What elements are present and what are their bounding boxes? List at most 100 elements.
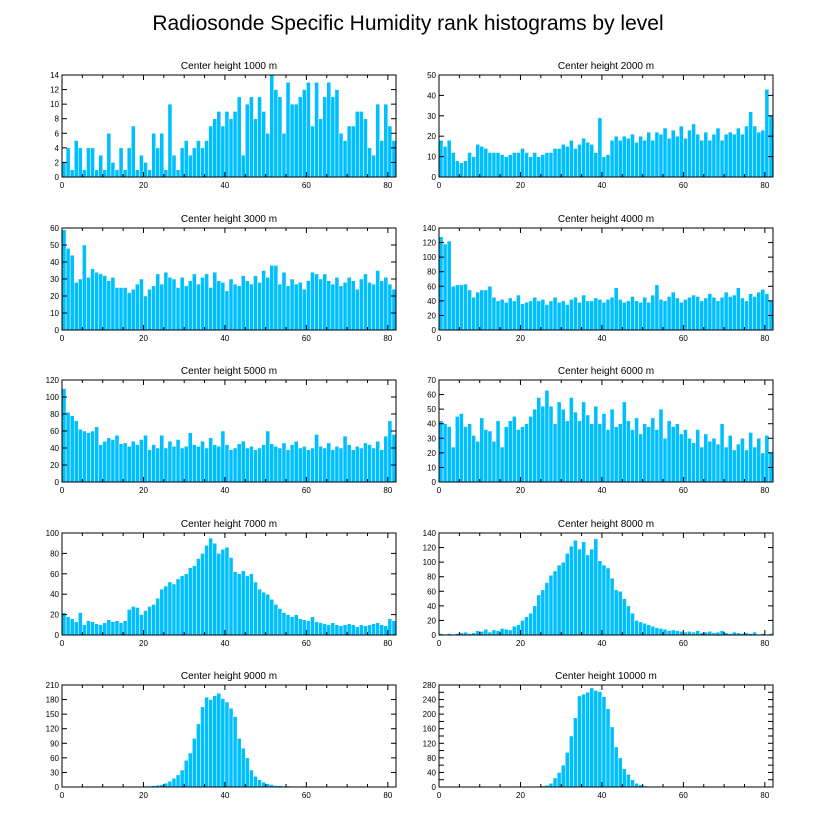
x-tick-label: 40 <box>220 334 229 343</box>
histogram-bar <box>455 416 460 483</box>
histogram-bar <box>346 125 352 178</box>
histogram-bar <box>257 588 262 636</box>
histogram-bar <box>98 154 103 178</box>
histogram-bar <box>630 133 635 178</box>
histogram-bar <box>183 760 189 788</box>
panel-title: Center height 1000 m <box>181 61 277 72</box>
histogram-bar <box>560 408 566 483</box>
x-tick-label: 20 <box>139 181 148 190</box>
histogram-bar <box>232 447 238 483</box>
histogram-bar <box>175 578 181 636</box>
histogram-bar <box>359 624 364 636</box>
histogram-bar <box>322 447 328 483</box>
histogram-bar <box>662 628 668 636</box>
histogram-bar <box>707 140 713 178</box>
histogram-bar <box>626 420 631 483</box>
histogram-bar <box>383 625 389 636</box>
histogram-bar <box>630 296 635 331</box>
histogram-bar <box>94 169 99 178</box>
histogram-bar <box>524 423 529 483</box>
histogram-bar <box>289 444 295 483</box>
histogram-bar <box>556 302 562 331</box>
histogram-bar <box>379 280 385 331</box>
histogram-bar <box>257 779 262 788</box>
histogram-bar <box>355 626 360 636</box>
histogram-bar <box>326 280 332 331</box>
histogram-bar <box>487 286 493 331</box>
histogram-bar <box>334 89 340 178</box>
histogram-bar <box>528 156 533 178</box>
histogram-bar <box>265 133 270 178</box>
y-tick-label: 0 <box>55 783 60 792</box>
histogram-bar <box>723 446 729 483</box>
histogram-bar <box>163 271 169 331</box>
histogram-bar <box>670 291 676 331</box>
histogram-bar <box>65 616 71 636</box>
histogram-bar <box>102 622 108 636</box>
histogram-bar <box>503 426 509 483</box>
histogram-bar <box>528 612 533 636</box>
histogram-bar <box>285 449 291 483</box>
histogram-bar <box>642 296 647 331</box>
histogram-bar <box>715 127 721 178</box>
histogram-bar <box>257 282 262 331</box>
histogram-bar <box>379 140 385 178</box>
histogram-bar <box>634 783 639 788</box>
histogram-bar <box>450 286 456 331</box>
histogram-bar <box>155 273 161 331</box>
histogram-bar <box>597 560 603 636</box>
histogram-bar <box>334 277 340 331</box>
histogram-bar <box>188 154 193 178</box>
histogram-bar <box>228 557 234 636</box>
histogram-bar <box>375 103 380 178</box>
histogram-bar <box>752 446 757 483</box>
histogram-bar <box>732 133 737 178</box>
x-tick-label: 60 <box>302 791 311 800</box>
histogram-bar <box>261 591 266 636</box>
histogram-bar <box>467 152 472 178</box>
histogram-bar <box>638 135 643 178</box>
histogram-bar <box>318 622 323 636</box>
plot-frame <box>438 227 774 331</box>
histogram-bar <box>196 558 201 636</box>
histogram-bar <box>192 738 197 788</box>
histogram-bar <box>371 623 376 636</box>
histogram-bar <box>147 606 152 636</box>
histogram-bar <box>261 111 266 178</box>
histogram-bar <box>512 416 517 483</box>
histogram-bar <box>512 300 517 331</box>
histogram-bar <box>727 296 733 331</box>
x-tick-label: 80 <box>383 181 392 190</box>
histogram-bar <box>269 265 275 331</box>
histogram-bar <box>565 553 570 636</box>
panel-title: Center height 7000 m <box>181 519 277 530</box>
y-tick-label: 180 <box>46 696 60 705</box>
histogram-bar <box>73 140 79 178</box>
histogram-bar <box>670 629 676 636</box>
histogram-bar <box>306 620 311 636</box>
histogram-bar <box>297 618 303 636</box>
histogram-bar <box>455 160 460 178</box>
histogram-bar <box>69 618 75 636</box>
histogram-bar <box>748 293 753 331</box>
x-tick-label: 0 <box>60 334 65 343</box>
histogram-bar <box>155 598 161 636</box>
histogram-bar <box>438 236 444 331</box>
histogram-bar <box>293 440 299 483</box>
y-tick-label: 20 <box>427 616 436 625</box>
y-tick-label: 60 <box>427 282 436 291</box>
histogram-bar <box>711 296 717 331</box>
y-tick-label: 120 <box>46 376 60 385</box>
histogram-bar <box>479 146 485 178</box>
histogram-bar <box>350 280 356 331</box>
histogram-bar <box>118 622 124 636</box>
y-tick-label: 80 <box>427 268 436 277</box>
histogram-bar <box>520 620 525 636</box>
histogram-bar <box>646 426 652 483</box>
histogram-bar <box>155 447 161 483</box>
histogram-bar <box>446 240 452 331</box>
y-tick-label: 30 <box>50 768 59 777</box>
histogram-bar <box>326 82 332 178</box>
histogram-bar <box>78 147 83 178</box>
histogram-bar <box>552 148 558 178</box>
